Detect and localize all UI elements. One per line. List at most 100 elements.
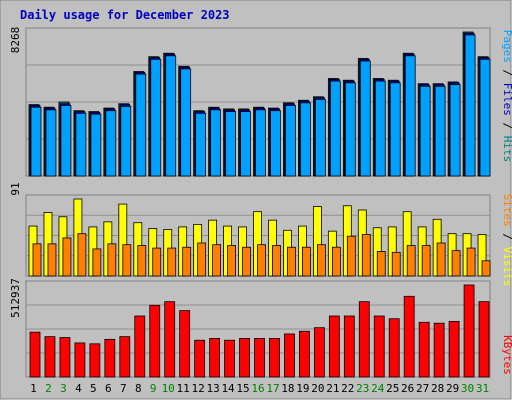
pages-bar bbox=[404, 55, 416, 177]
sites-bar bbox=[451, 250, 461, 277]
sites-bar bbox=[466, 247, 476, 277]
pages-bar bbox=[479, 58, 491, 177]
day-label: 10 bbox=[162, 382, 175, 395]
day-label: 5 bbox=[90, 382, 97, 395]
pages-bar bbox=[285, 105, 296, 177]
legend-entry: Visits bbox=[501, 247, 512, 287]
pages-bar bbox=[225, 111, 236, 177]
legend-entry: Pages bbox=[501, 30, 512, 63]
kbytes-bar bbox=[478, 301, 490, 378]
pages-bar bbox=[434, 85, 446, 177]
pages-bar bbox=[60, 105, 72, 177]
sites-bar bbox=[316, 244, 326, 277]
day-label: 9 bbox=[150, 382, 157, 395]
hits-files-pages-legend: Pages / Files / Hits bbox=[501, 30, 512, 163]
pages-bar bbox=[300, 102, 311, 177]
visits-sites-bars bbox=[28, 198, 491, 277]
day-label: 30 bbox=[461, 382, 474, 395]
kbytes-bar bbox=[29, 331, 41, 378]
kbytes-panel-ymax-label: 512937 bbox=[9, 278, 22, 318]
day-label: 31 bbox=[476, 382, 489, 395]
hits-files-pages-bars bbox=[28, 31, 491, 177]
pages-bar bbox=[270, 110, 281, 177]
sites-bar bbox=[62, 237, 72, 277]
kbytes-bar bbox=[403, 295, 415, 378]
sites-bar bbox=[302, 246, 311, 277]
sites-bar bbox=[406, 245, 416, 277]
day-label: 16 bbox=[251, 382, 264, 395]
kbytes-bar bbox=[254, 338, 265, 378]
sites-bar bbox=[92, 248, 102, 277]
sites-bar bbox=[167, 247, 177, 277]
kbytes-bar bbox=[89, 343, 101, 378]
sites-bar bbox=[361, 234, 371, 277]
sites-bar bbox=[182, 246, 192, 277]
legend-entry: Files bbox=[501, 83, 512, 116]
pages-bar bbox=[165, 55, 177, 177]
kbytes-bar bbox=[119, 336, 131, 378]
day-label: 26 bbox=[401, 382, 414, 395]
kbytes-bar bbox=[433, 322, 445, 378]
sites-bar bbox=[32, 243, 42, 277]
sites-bar bbox=[122, 244, 132, 277]
pages-bar bbox=[90, 113, 102, 177]
pages-bar bbox=[30, 106, 42, 177]
legend-separator: / bbox=[501, 227, 512, 247]
sites-bar bbox=[436, 242, 446, 277]
pages-bar bbox=[150, 58, 162, 177]
day-label: 13 bbox=[206, 382, 219, 395]
kbytes-bar bbox=[179, 310, 191, 378]
day-label: 17 bbox=[266, 382, 279, 395]
pages-bar bbox=[314, 98, 326, 177]
hits-panel-ymax-label: 8268 bbox=[9, 27, 22, 54]
legend-entry: Hits bbox=[501, 136, 512, 163]
kbytes-bar bbox=[284, 333, 295, 378]
kbytes-bar bbox=[44, 336, 56, 378]
chart-title: Daily usage for December 2023 bbox=[20, 8, 230, 22]
kbytes-bar bbox=[418, 321, 430, 378]
pages-bar bbox=[359, 60, 371, 177]
kbytes-bar bbox=[299, 330, 310, 378]
kbytes-bar bbox=[104, 338, 116, 378]
pages-bar bbox=[255, 109, 266, 177]
sites-bar bbox=[152, 247, 162, 277]
legend-separator: / bbox=[501, 63, 512, 83]
visits-sites-legend: Sites / Visits bbox=[501, 194, 512, 287]
kbytes-bar bbox=[313, 327, 325, 378]
pages-bar bbox=[75, 112, 87, 177]
day-label: 7 bbox=[120, 382, 127, 395]
kbytes-bar bbox=[134, 315, 146, 378]
kbytes-bar bbox=[194, 339, 206, 378]
visits-panel-ymax-label: 91 bbox=[9, 182, 22, 195]
sites-bar bbox=[272, 245, 281, 277]
sites-bar bbox=[287, 246, 296, 277]
kbytes-bar bbox=[209, 338, 221, 378]
kbytes-bar bbox=[164, 301, 176, 378]
pages-bar bbox=[45, 109, 57, 177]
pages-bar bbox=[344, 82, 356, 177]
pages-bar bbox=[389, 82, 401, 177]
pages-bar bbox=[464, 34, 476, 177]
pages-bar bbox=[329, 80, 341, 177]
sites-bar bbox=[331, 246, 341, 277]
day-label: 25 bbox=[386, 382, 399, 395]
kbytes-bar bbox=[388, 318, 400, 378]
day-label: 21 bbox=[326, 382, 339, 395]
sites-bar bbox=[137, 245, 147, 277]
day-label: 22 bbox=[341, 382, 354, 395]
sites-bar bbox=[227, 245, 236, 277]
day-label: 8 bbox=[135, 382, 142, 395]
kbytes-bar bbox=[343, 315, 355, 378]
day-label: 4 bbox=[75, 382, 82, 395]
day-label: 20 bbox=[311, 382, 324, 395]
pages-bar bbox=[240, 111, 251, 177]
day-label: 18 bbox=[281, 382, 294, 395]
sites-bar bbox=[77, 233, 87, 277]
legend-entry: KBytes bbox=[501, 335, 512, 375]
day-label: 14 bbox=[221, 382, 235, 395]
pages-bar bbox=[419, 85, 431, 177]
day-label: 15 bbox=[236, 382, 249, 395]
sites-bar bbox=[257, 244, 266, 277]
